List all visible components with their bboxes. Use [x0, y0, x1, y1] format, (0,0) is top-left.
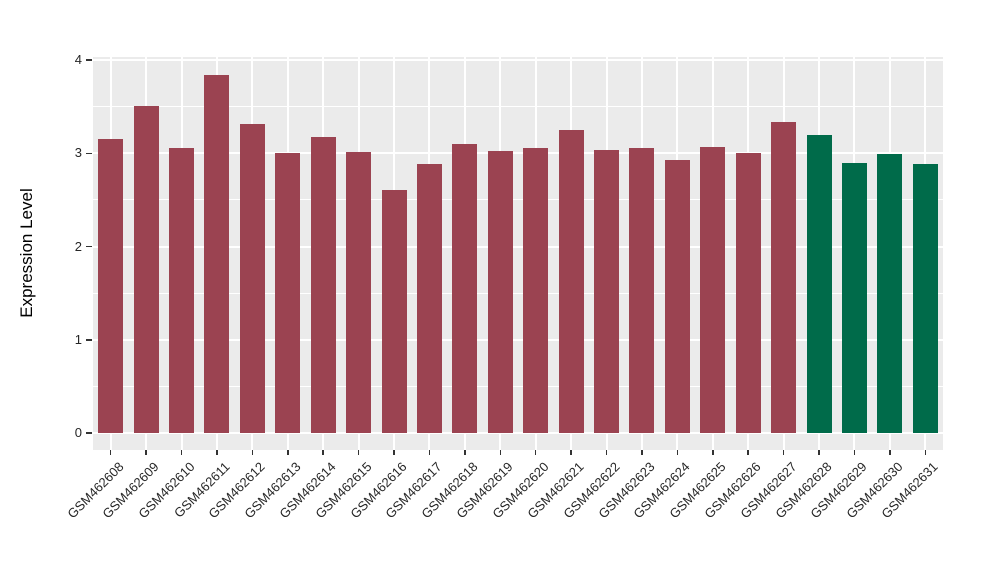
- bar-GSM462615: [346, 152, 372, 433]
- bar-GSM462619: [487, 151, 513, 433]
- gridline-major: [93, 59, 943, 61]
- bar-GSM462628: [806, 134, 832, 433]
- x-tick-mark: [180, 450, 183, 455]
- bar-GSM462622: [594, 150, 620, 433]
- bar-GSM462620: [523, 147, 549, 433]
- y-axis-title: Expression Level: [17, 188, 36, 318]
- bar-GSM462613: [275, 153, 301, 433]
- x-tick-mark: [322, 450, 324, 455]
- x-tick-mark: [889, 450, 891, 455]
- bar-GSM462609: [133, 105, 159, 433]
- x-tick-mark: [499, 450, 502, 455]
- gridline-major: [93, 245, 943, 248]
- plot-panel: [93, 57, 943, 450]
- x-tick-mark: [712, 450, 714, 455]
- y-tick-mark: [86, 432, 92, 434]
- x-tick-mark: [464, 450, 466, 455]
- y-tick-mark: [86, 152, 92, 154]
- bar-GSM462611: [204, 74, 230, 433]
- x-tick-mark: [641, 450, 643, 455]
- x-tick-mark: [782, 450, 785, 455]
- y-tick-mark: [86, 245, 92, 248]
- gridline-minor: [93, 199, 943, 201]
- gridline-minor: [93, 292, 943, 294]
- bar-GSM462616: [381, 189, 407, 433]
- x-tick-mark: [853, 450, 856, 455]
- x-tick-mark: [818, 450, 820, 455]
- x-tick-mark: [428, 450, 431, 455]
- x-tick-mark: [393, 450, 395, 455]
- bar-GSM462624: [664, 159, 690, 433]
- x-tick-mark: [534, 450, 537, 455]
- y-tick-label: 2: [74, 238, 82, 254]
- bar-GSM462626: [735, 153, 761, 433]
- bar-GSM462612: [239, 124, 265, 433]
- bar-GSM462631: [912, 164, 938, 433]
- bar-GSM462614: [310, 137, 336, 433]
- bar-GSM462618: [452, 143, 478, 433]
- gridline-minor: [93, 106, 943, 108]
- y-tick-mark: [86, 59, 92, 61]
- bar-GSM462608: [98, 139, 124, 433]
- bar-GSM462629: [841, 162, 867, 433]
- x-tick-mark: [924, 450, 927, 455]
- bar-GSM462621: [558, 129, 584, 433]
- bar-GSM462625: [700, 146, 726, 433]
- x-tick-mark: [216, 450, 218, 455]
- bar-GSM462617: [416, 164, 442, 433]
- bar-GSM462610: [169, 147, 195, 433]
- y-tick-label: 3: [74, 145, 82, 161]
- bar-GSM462623: [629, 147, 655, 433]
- gridline-major: [93, 152, 943, 155]
- x-tick-mark: [747, 450, 749, 455]
- gridline-minor: [93, 385, 943, 387]
- bar-GSM462627: [771, 122, 797, 433]
- x-tick-mark: [287, 450, 289, 455]
- gridline-major: [93, 432, 943, 434]
- x-tick-mark: [676, 450, 679, 455]
- x-tick-mark: [570, 450, 572, 455]
- x-tick-mark: [251, 450, 254, 455]
- x-tick-mark: [109, 450, 112, 455]
- bar-GSM462630: [877, 154, 903, 433]
- y-tick-label: 4: [74, 52, 82, 67]
- y-tick-label: 0: [74, 425, 82, 440]
- y-tick-mark: [86, 339, 92, 341]
- x-tick-mark: [605, 450, 608, 455]
- gridline-major: [93, 338, 943, 341]
- x-tick-mark: [145, 450, 147, 455]
- y-tick-label: 1: [74, 331, 82, 347]
- x-tick-mark: [357, 450, 360, 455]
